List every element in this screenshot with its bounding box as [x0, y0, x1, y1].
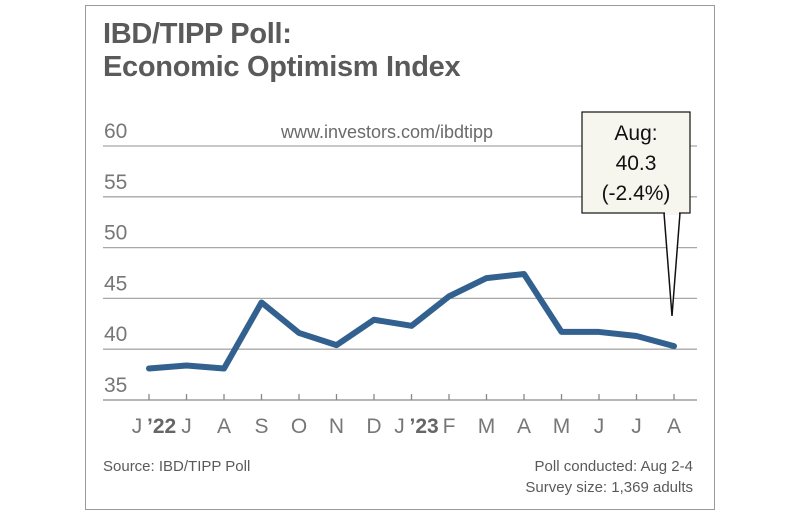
x-tick-label: F: [443, 415, 456, 438]
x-year-label: ’22: [147, 415, 176, 438]
y-tick-label: 35: [104, 374, 127, 397]
callout-line-2: 40.3: [616, 152, 657, 175]
x-tick-label: J: [181, 415, 192, 438]
x-tick-label: J: [631, 415, 642, 438]
callout-line-3: (-2.4%): [602, 182, 671, 205]
y-tick-label: 55: [104, 171, 127, 194]
x-tick-label: D: [366, 415, 381, 438]
chart-frame: [85, 5, 715, 510]
callout-line-1: Aug:: [614, 122, 657, 145]
survey-size: Survey size: 1,369 adults: [525, 479, 693, 496]
x-tick-label: J: [394, 415, 405, 438]
x-tick-label: M: [478, 415, 496, 438]
callout-pointer: [663, 212, 681, 317]
x-tick-label: N: [329, 415, 344, 438]
x-tick-label: M: [553, 415, 571, 438]
x-tick-label: A: [667, 415, 681, 438]
source-note: Source: IBD/TIPP Poll: [103, 458, 251, 475]
x-tick-label: O: [291, 415, 307, 438]
title-line-2: Economic Optimism Index: [103, 51, 461, 83]
chart-title: IBD/TIPP Poll: Economic Optimism Index: [103, 18, 461, 84]
callout-box: [581, 111, 691, 214]
y-tick-label: 45: [104, 272, 127, 295]
x-year-label: ’23: [410, 415, 439, 438]
series-line: [146, 271, 677, 372]
x-tick-label: J: [594, 415, 605, 438]
poll-dates: Poll conducted: Aug 2-4: [534, 458, 693, 475]
x-tick-label: A: [517, 415, 531, 438]
x-tick-label: J: [132, 415, 143, 438]
title-line-1: IBD/TIPP Poll:: [103, 18, 292, 50]
x-tick-label: S: [254, 415, 268, 438]
y-tick-label: 60: [104, 120, 127, 143]
x-tick-label: A: [217, 415, 231, 438]
annotation-callout: Aug: 40.3 (-2.4%): [581, 111, 691, 317]
chart-subtitle: www.investors.com/ibdtipp: [280, 122, 493, 142]
y-tick-label: 50: [104, 222, 127, 245]
y-tick-label: 40: [104, 323, 127, 346]
